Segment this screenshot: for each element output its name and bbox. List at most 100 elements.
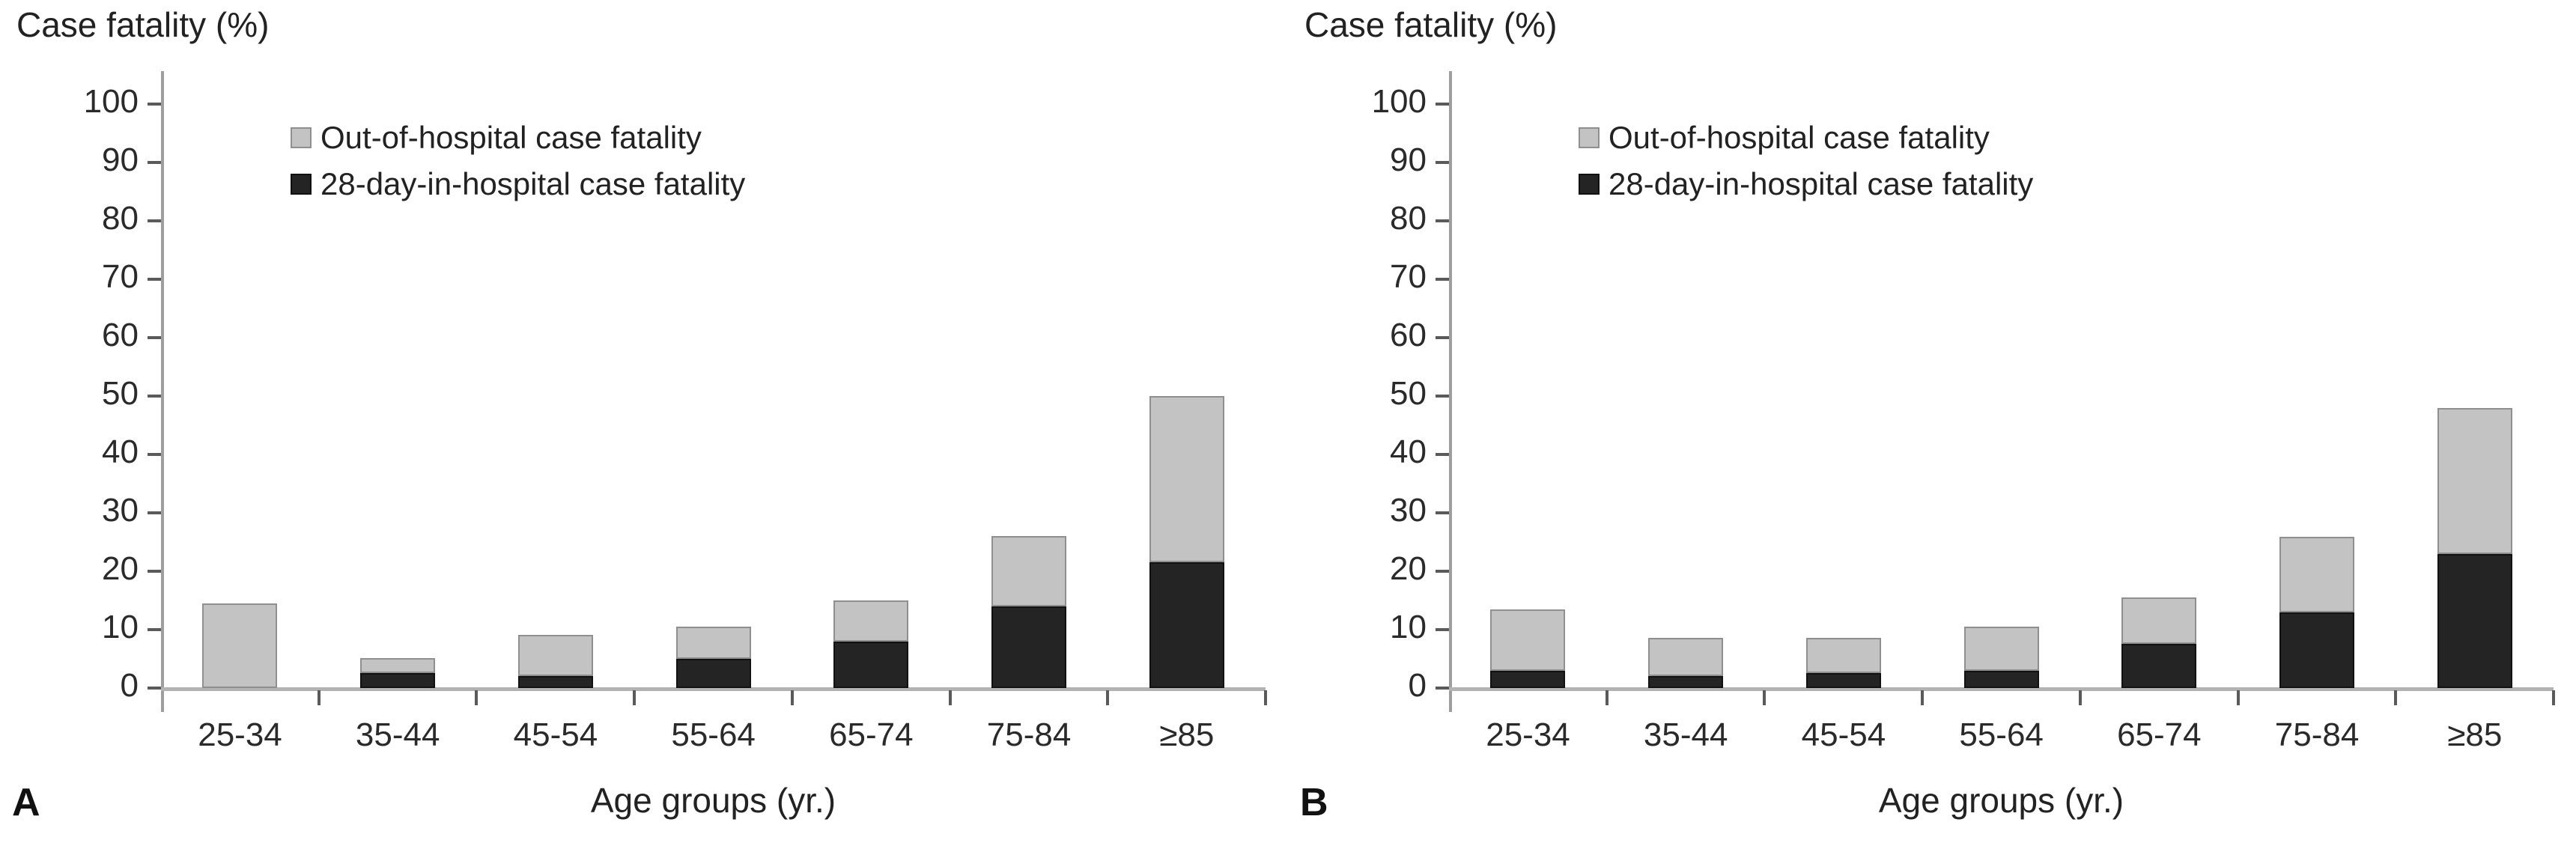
bar-segment-in-hospital-35-44: [1648, 676, 1724, 688]
bar-segment-out-of-hospital-25-34: [1490, 609, 1566, 671]
y-tick-label: 30: [102, 492, 139, 529]
panel-a: Case fatality (%) 0 10 20 30 40 50 60 70 80 90 100…: [12, 5, 1267, 824]
bar-segment-in-hospital-65-74: [2121, 644, 2197, 688]
x-tick: [1921, 690, 1925, 705]
y-tick-label: 90: [102, 142, 139, 178]
x-tick-label: ≥85: [2447, 716, 2503, 753]
x-tick-label: 75-84: [2274, 716, 2360, 753]
bar-segment-out-of-hospital-≥85: [1149, 396, 1224, 562]
y-tick-label: 70: [102, 258, 139, 295]
y-tick: [148, 103, 161, 106]
x-tick: [633, 690, 637, 705]
y-tick-label: 20: [102, 550, 139, 587]
y-tick-label: 60: [1390, 317, 1427, 353]
panel-letter-a: A: [12, 781, 40, 824]
y-tick: [148, 570, 161, 573]
y-tick-label: 40: [1390, 433, 1427, 470]
y-axis-title: Case fatality (%): [1304, 5, 1558, 44]
y-tick-label: 10: [102, 609, 139, 645]
y-tick: [1436, 687, 1449, 690]
y-tick: [148, 278, 161, 281]
y-tick-label: 100: [83, 83, 139, 120]
y-tick-label: 20: [1390, 550, 1427, 587]
x-axis-title: Age groups (yr.): [590, 781, 836, 820]
y-tick-label: 70: [1390, 258, 1427, 295]
bar-segment-in-hospital-45-54: [1805, 673, 1881, 688]
x-tick: [1106, 690, 1110, 705]
y-tick-label: 80: [1390, 200, 1427, 237]
y-tick: [1436, 570, 1449, 573]
y-tick: [148, 219, 161, 222]
x-tick-label: 45-54: [1801, 716, 1886, 753]
x-tick: [790, 690, 794, 705]
y-tick: [148, 336, 161, 339]
out-of-hospital-swatch-icon: [291, 127, 312, 148]
out-of-hospital-swatch-icon: [1579, 127, 1600, 148]
plot-area-a: 0 10 20 30 40 50 60 70 80 90 100 25-34 35-44 45-54 55-…: [83, 71, 1267, 753]
y-tick: [1436, 453, 1449, 456]
y-tick: [148, 453, 161, 456]
bar-segment-out-of-hospital-45-54: [1805, 638, 1881, 673]
x-tick: [2394, 690, 2398, 705]
x-tick: [1264, 690, 1267, 705]
y-tick: [148, 628, 161, 631]
y-tick: [1436, 219, 1449, 222]
panel-b: Case fatality (%) 0 10 20 30 40 50 60 70 80 90 100…: [1288, 0, 2576, 849]
x-axis-line: [161, 687, 1266, 691]
x-tick: [1763, 690, 1767, 705]
bar-segment-in-hospital-75-84: [991, 606, 1066, 688]
y-tick: [148, 161, 161, 164]
bar-segment-in-hospital-65-74: [833, 642, 909, 688]
x-tick-label: ≥85: [1159, 716, 1215, 753]
bar-segment-out-of-hospital-45-54: [517, 635, 593, 676]
y-tick: [148, 511, 161, 514]
bar-segment-in-hospital-≥85: [1149, 562, 1224, 688]
in-hospital-swatch-icon: [1579, 174, 1600, 195]
y-tick: [1436, 161, 1449, 164]
bar-segment-out-of-hospital-55-64: [675, 627, 751, 659]
y-tick-label: 0: [120, 667, 139, 704]
y-tick: [148, 395, 161, 398]
y-axis-line: [1449, 71, 1452, 712]
x-tick-label: 55-64: [1959, 716, 2044, 753]
x-tick-label: 25-34: [1486, 716, 1570, 753]
bar-segment-out-of-hospital-35-44: [1648, 638, 1724, 676]
bar-segment-out-of-hospital-75-84: [2279, 537, 2354, 612]
legend-label: Out-of-hospital case fatality: [321, 120, 702, 155]
x-tick-label: 35-44: [355, 716, 440, 753]
x-tick: [948, 690, 952, 705]
x-tick-label: 55-64: [671, 716, 756, 753]
x-tick: [2552, 690, 2555, 705]
x-tick: [2236, 690, 2240, 705]
bar-segment-out-of-hospital-55-64: [1963, 627, 2039, 671]
y-tick: [1436, 511, 1449, 514]
x-tick-label: 45-54: [513, 716, 598, 753]
x-tick: [317, 690, 321, 705]
legend-label: 28-day-in-hospital case fatality: [321, 166, 746, 201]
legend-item-in-hospital: 28-day-in-hospital case fatality: [1579, 166, 2033, 202]
y-tick-label: 30: [1390, 492, 1427, 529]
legend-label: Out-of-hospital case fatality: [1609, 120, 1990, 155]
x-tick-label: 65-74: [829, 716, 914, 753]
y-tick: [1436, 336, 1449, 339]
x-axis-title: Age groups (yr.): [1878, 781, 2124, 820]
bar-segment-in-hospital-55-64: [675, 659, 751, 688]
y-tick-label: 80: [102, 200, 139, 237]
x-tick: [2078, 690, 2082, 705]
y-tick-label: 100: [1371, 83, 1427, 120]
panel-letter-b: B: [1300, 781, 1328, 824]
plot-area-b: 0 10 20 30 40 50 60 70 80 90 100 25-34 35-44 45-54 55-…: [1288, 0, 2576, 849]
bar-segment-in-hospital-55-64: [1963, 671, 2039, 688]
x-tick: [1605, 690, 1609, 705]
legend-item-out-of-hospital: Out-of-hospital case fatality: [1579, 120, 2033, 156]
x-axis-line: [1449, 687, 2554, 691]
x-tick-label: 75-84: [986, 716, 1072, 753]
legend: Out-of-hospital case fatality 28-day-in-…: [1579, 120, 2033, 213]
y-tick: [1436, 395, 1449, 398]
bar-segment-out-of-hospital-≥85: [2437, 408, 2512, 554]
x-tick-label: 35-44: [1643, 716, 1728, 753]
y-axis-line: [161, 71, 164, 712]
legend: Out-of-hospital case fatality 28-day-in-…: [291, 120, 745, 213]
y-tick: [1436, 628, 1449, 631]
y-tick-label: 50: [1390, 375, 1427, 412]
